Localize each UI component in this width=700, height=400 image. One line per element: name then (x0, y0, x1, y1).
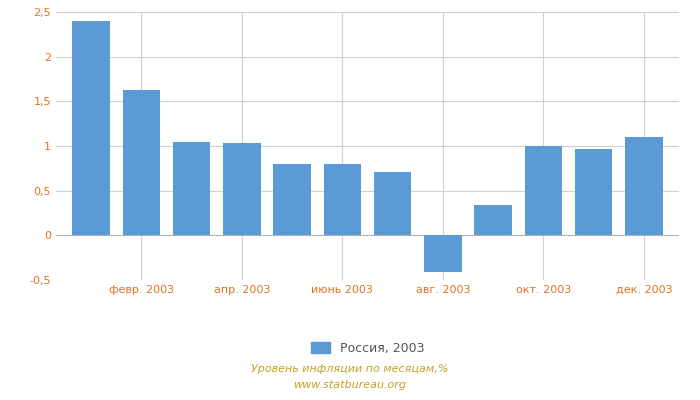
Bar (475, 205, 512, 235)
Bar (625, 137, 663, 235)
Bar (223, 143, 260, 235)
Bar (173, 142, 211, 235)
Bar (122, 90, 160, 235)
Bar (524, 146, 562, 235)
Bar (575, 149, 612, 235)
Legend: Россия, 2003: Россия, 2003 (306, 336, 429, 360)
Bar (72, 21, 110, 235)
Bar (374, 172, 412, 235)
Text: Уровень инфляции по месяцам,%: Уровень инфляции по месяцам,% (251, 364, 449, 374)
Bar (424, 235, 462, 272)
Bar (323, 164, 361, 235)
Text: www.statbureau.org: www.statbureau.org (293, 380, 407, 390)
Bar (273, 164, 311, 235)
